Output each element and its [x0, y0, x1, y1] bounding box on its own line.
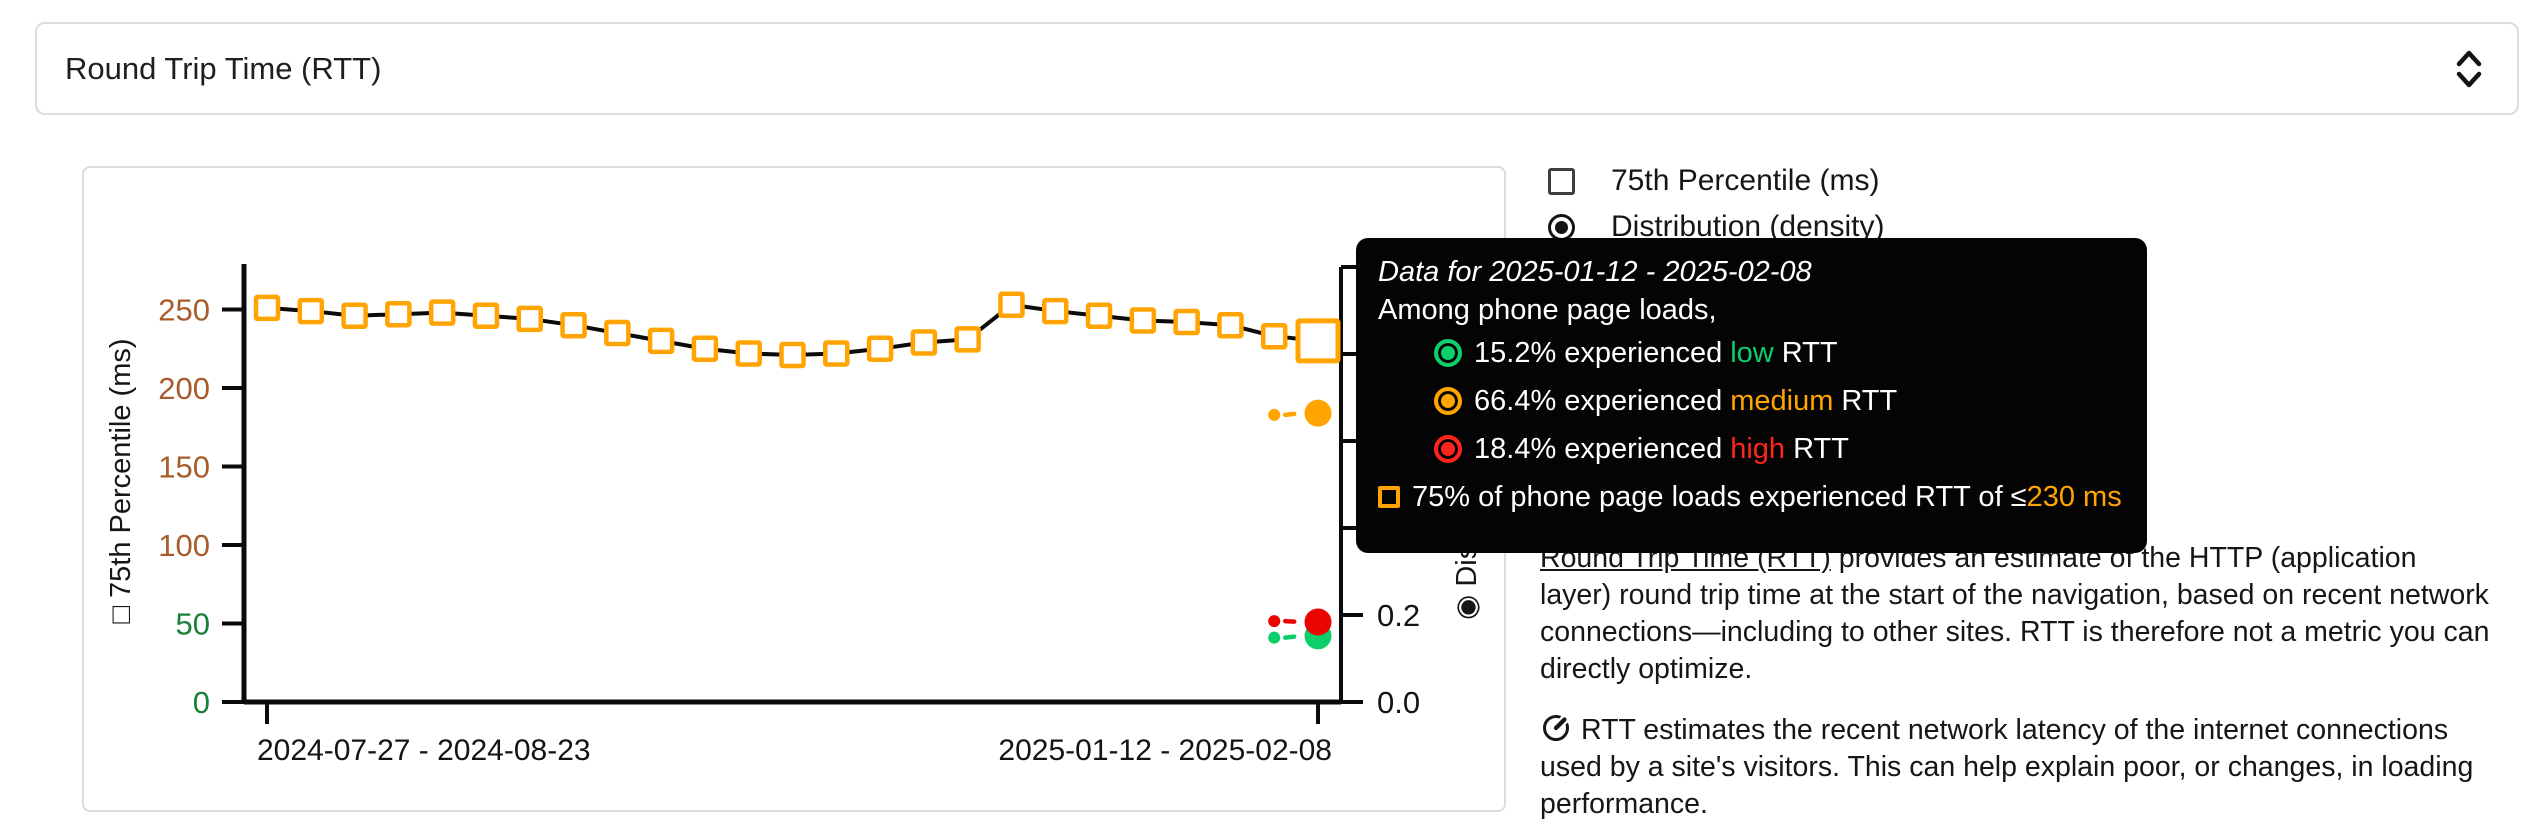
legend-item-distribution[interactable]: Distribution (density): [1548, 210, 1884, 244]
level-word: high: [1730, 433, 1786, 465]
svg-text:□ 75th Percentile (ms): □ 75th Percentile (ms): [105, 338, 137, 623]
svg-text:0: 0: [193, 685, 210, 720]
chart-tooltip: Data for 2025-01-12 - 2025-02-08 Among p…: [1356, 238, 2147, 553]
tooltip-row-low: 15.2% experienced low RTT: [1378, 329, 2123, 377]
metric-selector[interactable]: Round Trip Time (RTT): [35, 22, 2519, 115]
description-paragraph-1: Round Trip Time (RTT) provides an estima…: [1540, 542, 2490, 685]
legend-item-percentile[interactable]: 75th Percentile (ms): [1548, 164, 1884, 198]
speedometer-icon: [1543, 713, 1571, 741]
svg-text:0.0: 0.0: [1377, 685, 1420, 720]
distribution-radio-label: Distribution (density): [1611, 210, 1885, 243]
tooltip-intro: Among phone page loads,: [1378, 294, 1717, 326]
high-dot-icon: [1434, 435, 1462, 463]
description-paragraph-2: RTT estimates the recent network latency…: [1540, 713, 2474, 820]
svg-text:2025-01-12 - 2025-02-08: 2025-01-12 - 2025-02-08: [998, 734, 1332, 767]
chart-legend: 75th Percentile (ms) Distribution (densi…: [1548, 164, 1884, 244]
rtt-chart[interactable]: 250 200 150 100 50 0 □ 75th Percentile (ms) 202…: [84, 168, 1504, 810]
medium-dot-icon: [1434, 387, 1462, 415]
tooltip-title: Data for 2025-01-12 - 2025-02-08: [1378, 256, 1812, 288]
svg-text:250: 250: [158, 293, 210, 328]
svg-text:2024-07-27 - 2024-08-23: 2024-07-27 - 2024-08-23: [257, 734, 591, 767]
svg-text:0.2: 0.2: [1377, 598, 1420, 633]
updown-chevron-icon: [2456, 50, 2482, 87]
level-word: low: [1730, 337, 1774, 369]
distribution-radio[interactable]: [1548, 213, 1575, 241]
low-dot-icon: [1434, 339, 1462, 367]
tooltip-row-p75: 75% of phone page loads experienced RTT …: [1378, 473, 2123, 521]
svg-text:50: 50: [176, 607, 210, 642]
svg-text:200: 200: [158, 371, 210, 406]
chart-card: 250 200 150 100 50 0 □ 75th Percentile (ms) 202…: [82, 166, 1506, 812]
percentile-checkbox[interactable]: [1548, 167, 1575, 195]
svg-text:150: 150: [158, 450, 210, 485]
p75-value: 230 ms: [2026, 481, 2122, 513]
svg-text:100: 100: [158, 528, 210, 563]
p75-square-icon: [1378, 486, 1400, 508]
tooltip-row-high: 18.4% experienced high RTT: [1378, 425, 2123, 473]
metric-description: Round Trip Time (RTT) provides an estima…: [1540, 540, 2492, 823]
metric-selector-label: Round Trip Time (RTT): [65, 50, 382, 86]
percentile-checkbox-label: 75th Percentile (ms): [1611, 164, 1880, 197]
tooltip-row-medium: 66.4% experienced medium RTT: [1378, 377, 2123, 425]
level-word: medium: [1730, 385, 1834, 417]
